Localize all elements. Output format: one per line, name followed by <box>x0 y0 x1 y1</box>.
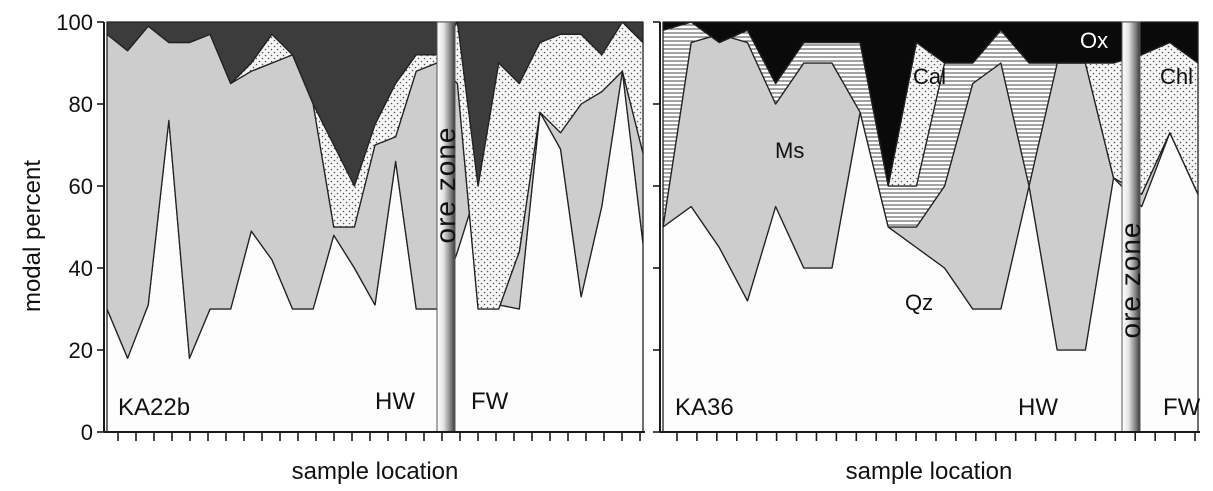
fw-label-ka36: FW <box>1163 394 1201 421</box>
area-dark-mineral <box>106 21 644 187</box>
x-axis-label-ka22b: sample location <box>292 458 459 485</box>
axes-ka36 <box>653 21 1200 441</box>
fw-label-ka22b: FW <box>471 388 509 415</box>
stacked-areas-ka22b <box>106 21 644 433</box>
panel-label-ka22b: KA22b <box>118 394 190 421</box>
y-axis-label: modal percent <box>19 160 46 312</box>
ore-zone-band-ka22b: ore zone <box>430 21 461 433</box>
chart-panel-ka22b: ore zone KA22b HW FW sample location <box>97 21 645 485</box>
ore-zone-band-ka36: ore zone <box>1115 21 1146 433</box>
mineral-label-cal: Cal <box>913 64 946 89</box>
y-tick-label-100: 100 <box>56 10 93 35</box>
mineral-label-chl: Chl <box>1160 64 1193 89</box>
ore-zone-label: ore zone <box>430 127 461 244</box>
x-axis-label-ka36: sample location <box>846 458 1013 485</box>
mineral-label-ox: Ox <box>1080 28 1108 53</box>
y-tick-labels: 0 20 40 60 80 100 <box>56 10 93 445</box>
stacked-areas-ka36 <box>662 21 1199 433</box>
y-tick-label-80: 80 <box>69 92 93 117</box>
y-tick-label-0: 0 <box>81 420 93 445</box>
y-tick-label-60: 60 <box>69 174 93 199</box>
y-tick-label-20: 20 <box>69 338 93 363</box>
y-tick-label-40: 40 <box>69 256 93 281</box>
panel-label-ka36: KA36 <box>675 394 734 421</box>
ore-zone-label: ore zone <box>1115 222 1146 339</box>
area-oxide <box>662 21 1199 187</box>
axes-ka22b <box>97 21 645 441</box>
hw-label-ka36: HW <box>1018 394 1058 421</box>
chart-panel-ka36: ore zone KA36 HW FW sample location Ms Q… <box>653 21 1201 485</box>
hw-label-ka22b: HW <box>375 388 415 415</box>
mineral-label-qz: Qz <box>905 290 933 315</box>
mineral-label-ms: Ms <box>775 138 804 163</box>
